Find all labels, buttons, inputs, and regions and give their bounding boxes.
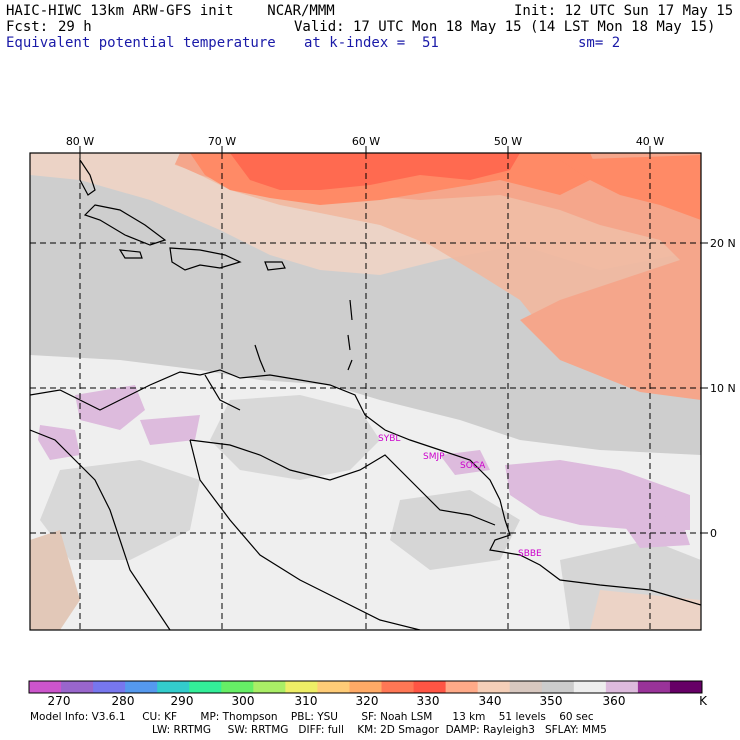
- colorbar-label-310: 310: [294, 694, 318, 708]
- colorbar-swatch: [221, 681, 254, 693]
- colorbar-unit: K: [699, 694, 707, 708]
- colorbar-label-270: 270: [47, 694, 71, 708]
- theta-e-field: [30, 153, 701, 630]
- colorbar-swatch: [189, 681, 222, 693]
- colorbar-label-280: 280: [111, 694, 135, 708]
- colorbar-swatch: [157, 681, 190, 693]
- colorbar-swatch: [285, 681, 318, 693]
- colorbar-swatch: [541, 681, 575, 693]
- coastlines: [30, 158, 701, 630]
- model-title: HAIC-HIWC 13km ARW-GFS init NCAR/MMM: [6, 3, 335, 19]
- station-soca: SOCA: [460, 461, 486, 471]
- forecast-label: Fcst:: [6, 19, 49, 35]
- smoothing: sm= 2: [578, 35, 621, 51]
- lon-label-50w: 50 W: [494, 135, 522, 148]
- lat-label-10n: 10 N: [710, 382, 736, 395]
- lat-lon-grid: [30, 153, 701, 630]
- colorbar-swatch: [125, 681, 158, 693]
- lon-label-60w: 60 W: [352, 135, 380, 148]
- init-time: Init: 12 UTC Sun 17 May 15: [514, 3, 734, 19]
- colorbar-label-320: 320: [355, 694, 379, 708]
- frame-ticks: [79, 146, 708, 534]
- forecast-hour: 29 h: [58, 19, 92, 35]
- lat-label-20n: 20 N: [710, 237, 736, 250]
- colorbar: [28, 680, 703, 694]
- station-sbbe: SBBE: [518, 549, 542, 559]
- colorbar-label-360: 360: [602, 694, 626, 708]
- lon-label-70w: 70 W: [208, 135, 236, 148]
- colorbar-swatch: [445, 681, 479, 693]
- station-sybl: SYBL: [378, 434, 400, 444]
- colorbar-swatch: [381, 681, 415, 693]
- colorbar-swatch: [29, 681, 62, 693]
- colorbar-swatch: [253, 681, 286, 693]
- colorbar-swatch: [93, 681, 126, 693]
- colorbar-swatch: [605, 681, 639, 693]
- colorbar-label-340: 340: [478, 694, 502, 708]
- colorbar-frame: [28, 680, 703, 694]
- model-info-line1: Model Info: V3.6.1 CU: KF MP: Thompson P…: [30, 711, 594, 723]
- colorbar-swatch: [349, 681, 383, 693]
- lon-label-40w: 40 W: [636, 135, 664, 148]
- colorbar-swatch: [317, 681, 350, 693]
- colorbar-label-290: 290: [170, 694, 194, 708]
- lat-label-0: 0: [710, 527, 717, 540]
- valid-time: Valid: 17 UTC Mon 18 May 15 (14 LST Mon …: [294, 19, 716, 35]
- colorbar-swatch: [477, 681, 511, 693]
- colorbar-label-300: 300: [231, 694, 255, 708]
- model-info-line2: LW: RRTMG SW: RRTMG DIFF: full KM: 2D Sm…: [152, 724, 607, 736]
- colorbar-swatch: [509, 681, 543, 693]
- station-smjp: SMJP: [423, 452, 445, 462]
- colorbar-label-350: 350: [539, 694, 563, 708]
- colorbar-label-330: 330: [416, 694, 440, 708]
- lon-label-80w: 80 W: [66, 135, 94, 148]
- colorbar-swatch: [413, 681, 447, 693]
- colorbar-swatch: [61, 681, 94, 693]
- field-name: Equivalent potential temperature: [6, 35, 276, 51]
- colorbar-swatch: [573, 681, 607, 693]
- colorbar-swatch: [637, 681, 671, 693]
- vertical-level: at k-index = 51: [304, 35, 439, 51]
- colorbar-swatch: [669, 681, 703, 693]
